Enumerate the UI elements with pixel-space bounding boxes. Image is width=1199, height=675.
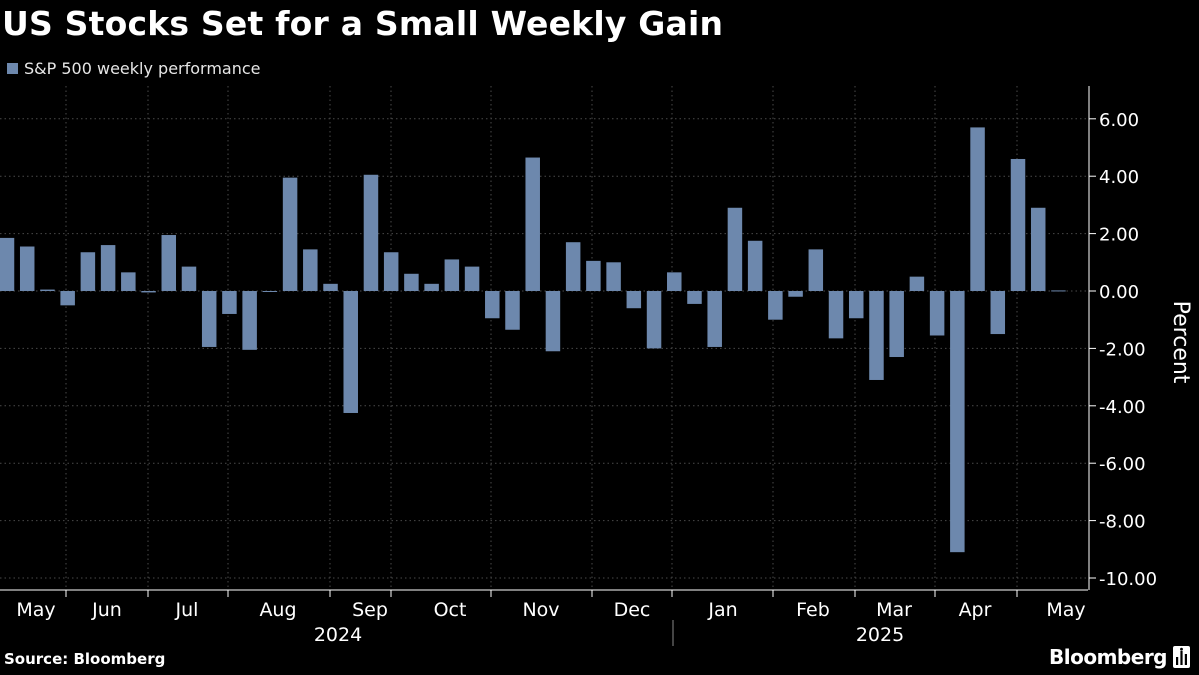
x-tick-label: Oct [434,599,467,621]
bar [727,207,743,291]
bar [121,272,136,291]
bar [201,291,217,347]
bar [262,291,278,292]
legend-swatch [7,63,18,74]
bar [444,259,460,291]
x-tick-label: Aug [259,599,296,621]
bar [707,291,722,347]
y-tick-label: -2.00 [1099,339,1146,360]
x-tick-label: Jan [707,599,737,621]
legend-label: S&P 500 weekly performance [24,59,261,78]
bar [343,291,358,413]
bar [303,249,318,291]
bar [0,237,15,291]
bar [485,291,500,319]
y-tick-label: 2.00 [1099,225,1139,246]
bloomberg-logo-icon [1173,646,1190,668]
x-tick-label: Dec [614,599,651,621]
x-tick-label: Jul [175,599,199,621]
y-tick-label: 0.00 [1099,282,1139,303]
bar [990,291,1006,335]
bar [545,291,561,352]
bar [667,272,682,291]
bloomberg-brand: Bloomberg [1049,645,1190,669]
bar [40,289,55,291]
x-tick-label: Apr [959,599,992,621]
bar [747,240,763,291]
y-axis-title: Percent [1168,301,1193,384]
bar [768,291,783,320]
bar [848,291,864,319]
y-tick-label: 4.00 [1099,167,1139,188]
bar [565,242,581,291]
bar [970,127,985,291]
bar [222,291,237,314]
bar [525,157,540,291]
bar [242,291,257,350]
grid-lines [0,86,1088,590]
bar [950,291,965,553]
y-tick-label: -8.00 [1099,512,1146,533]
bar [100,245,116,291]
x-tick-label: May [1046,599,1085,621]
bars [0,127,1066,553]
x-tick-label: Jun [91,599,122,621]
x-tick-label: May [16,599,55,621]
bar [404,273,419,291]
bar [889,291,904,358]
x-tick-label: Mar [876,599,912,621]
bar [19,246,35,291]
bar [929,291,945,336]
bar [363,174,379,291]
bar [788,291,803,297]
bar [80,252,96,291]
x-tick-label: Feb [796,599,830,621]
year-label: 2025 [856,624,904,646]
x-axis: May Jun Jul Aug Sep Oct Nov Dec Jan Feb Mar Apr May 2… [0,589,1088,646]
bar [161,235,177,291]
chart-title: US Stocks Set for a Small Weekly Gain [2,4,724,43]
bar [1051,290,1066,292]
bar [586,260,601,291]
y-tick-label: -6.00 [1099,454,1146,475]
bar [869,291,884,380]
brand-name: Bloomberg [1049,645,1167,669]
bar [282,177,298,291]
bar [383,252,399,291]
x-tick-label: Nov [522,599,559,621]
bar [808,249,824,291]
bar [141,291,156,293]
bar [464,266,480,291]
source-note: Source: Bloomberg [4,650,166,668]
legend: S&P 500 weekly performance [7,59,261,78]
bar [687,291,702,304]
bar [646,291,662,349]
y-tick-label: 6.00 [1099,110,1139,131]
bar [1030,207,1046,291]
y-axis: 6.00 4.00 2.00 0.00 -2.00 -4.00 -6.00 -8.00 -10.… [1088,86,1193,590]
year-label: 2024 [314,624,362,646]
y-tick-label: -4.00 [1099,397,1146,418]
bar [909,276,925,291]
bar [424,283,439,291]
bar [60,291,75,306]
bar [828,291,844,339]
y-tick-label: -10.00 [1099,569,1157,590]
x-tick-label: Sep [352,599,388,621]
bar [505,291,520,330]
bar [606,262,621,291]
bar [323,283,338,291]
bar [626,291,642,309]
bar [1010,158,1026,291]
bar [181,266,197,291]
